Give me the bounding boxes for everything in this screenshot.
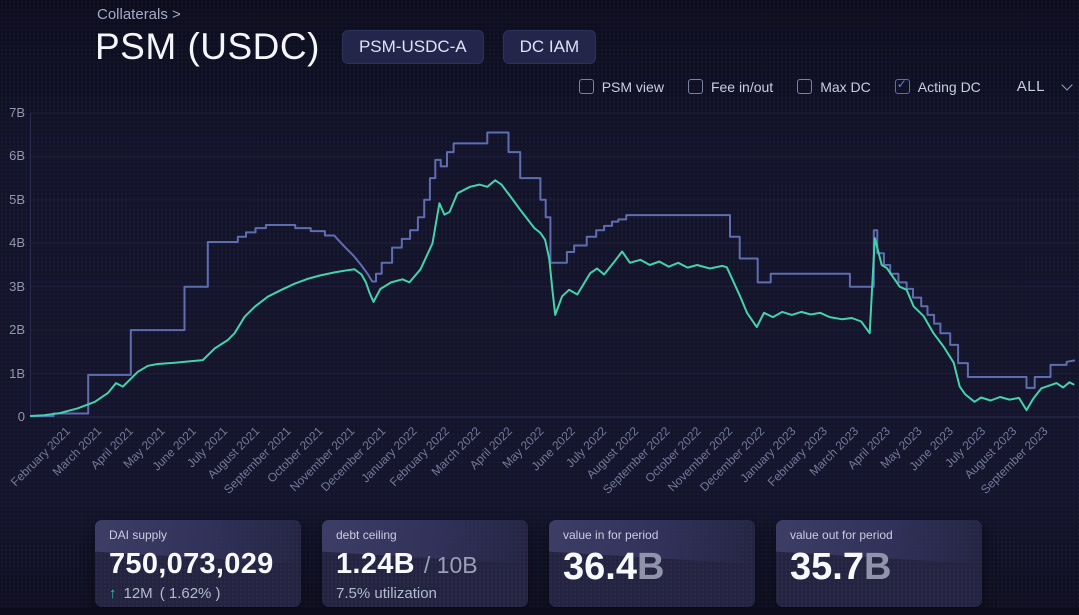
chart-plot-area[interactable] [30, 105, 1079, 420]
value-out-number: 35.7 [790, 546, 864, 588]
checkbox-max-dc[interactable]: Max DC [797, 79, 871, 95]
badge-dc-iam[interactable]: DC IAM [502, 30, 597, 64]
stat-cards: DAI supply 750,073,029 ↑ 12M ( 1.62% ) d… [95, 520, 982, 607]
card-label: value out for period [790, 528, 893, 542]
utilization-text: 7.5% utilization [336, 585, 437, 602]
checkbox-icon[interactable] [578, 79, 594, 94]
breadcrumb[interactable]: Collaterals > [97, 6, 181, 23]
up-arrow-icon: ↑ [109, 585, 117, 602]
page-title: PSM (USDC) [95, 26, 320, 67]
checkbox-label: Fee in/out [710, 78, 774, 95]
y-tick-7B: 7B [9, 104, 25, 120]
change-amount: 12M [123, 585, 153, 602]
debt-ceiling-value: 1.24B [336, 548, 415, 580]
card-value-in: value in for period 36.4B [549, 520, 755, 607]
bottom-strip [0, 608, 1079, 615]
value-in-unit: B [636, 546, 665, 588]
title-row: PSM (USDC) PSM-USDC-A DC IAM [95, 26, 597, 68]
card-label: debt ceiling [336, 528, 397, 542]
checkbox-icon[interactable] [797, 79, 813, 94]
checkbox-icon[interactable] [894, 77, 910, 94]
value-out-unit: B [863, 546, 892, 588]
checkbox-label: Acting DC [917, 78, 981, 95]
card-dai-supply: DAI supply 750,073,029 ↑ 12M ( 1.62% ) [95, 520, 301, 607]
debt-ceiling-limit: / 10B [423, 552, 478, 578]
dai-supply-value: 750,073,029 [109, 548, 274, 580]
card-label: value in for period [563, 528, 659, 542]
checkbox-label: Max DC [820, 78, 871, 95]
y-tick-1B: 1B [9, 365, 25, 381]
time-range-dropdown[interactable]: ALL [1016, 78, 1073, 95]
card-value-out: value out for period 35.7B [776, 520, 982, 607]
value-in-number: 36.4 [563, 546, 637, 588]
card-debt-ceiling: debt ceiling 1.24B / 10B 7.5% utilizatio… [322, 520, 528, 607]
checkbox-psm-view[interactable]: PSM view [578, 78, 664, 95]
badge-psm-usdc-a[interactable]: PSM-USDC-A [341, 30, 484, 64]
y-tick-0: 0 [17, 409, 25, 424]
dai-supply-line [30, 179, 1075, 418]
checkbox-label: PSM view [601, 78, 664, 95]
chevron-down-icon [1061, 78, 1073, 91]
time-range-value: ALL [1016, 78, 1045, 95]
checkbox-fee-in-out[interactable]: Fee in/out [687, 78, 774, 95]
change-percent: ( 1.62% ) [159, 585, 221, 602]
y-tick-6B: 6B [9, 148, 25, 164]
checkbox-icon[interactable] [687, 79, 703, 94]
card-label: DAI supply [109, 528, 168, 542]
y-tick-5B: 5B [9, 191, 25, 207]
acting-dc-line [30, 131, 1076, 418]
y-tick-4B: 4B [9, 235, 25, 251]
y-tick-2B: 2B [9, 322, 25, 338]
y-tick-3B: 3B [9, 278, 25, 294]
checkbox-acting-dc[interactable]: Acting DC [894, 77, 981, 95]
chart-series-controls: PSM view Fee in/out Max DC Acting DC ALL [578, 77, 1073, 95]
